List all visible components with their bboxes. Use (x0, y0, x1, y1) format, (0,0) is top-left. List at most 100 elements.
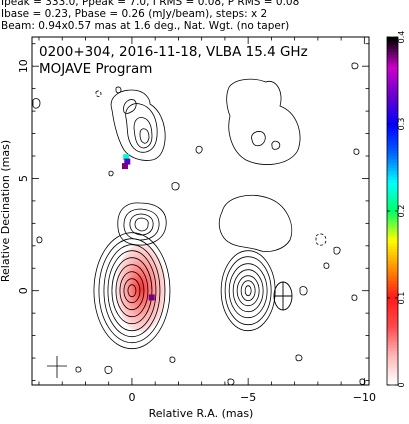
colorbar-band (387, 86, 398, 90)
colorbar-band (387, 80, 398, 84)
colorbar-band (387, 213, 398, 218)
polarization-patch (148, 294, 155, 301)
colorbar-band (387, 353, 398, 357)
plot-frame (31, 36, 370, 386)
colorbar-band (387, 379, 398, 383)
colorbar-band (387, 51, 398, 55)
y-tick-label: 0 (17, 287, 30, 294)
colorbar-band (387, 225, 398, 229)
colorbar-band (387, 300, 398, 305)
colorbar-band (387, 153, 398, 157)
polarization-patches (121, 154, 155, 301)
core-contour-3 (115, 264, 149, 318)
colorbar-band (387, 309, 398, 314)
polarization-patch (123, 154, 130, 161)
colorbar-band (387, 269, 398, 273)
mirror-contour-6 (220, 250, 276, 332)
colorbar-band (387, 373, 398, 377)
colorbar-band (387, 338, 398, 343)
colorbar-band (387, 289, 398, 293)
colorbar-band (387, 382, 398, 386)
colorbar-tick-label: 0.3 (397, 118, 406, 131)
colorbar-band (387, 176, 398, 180)
beam-marker (273, 281, 293, 311)
colorbar-band (387, 292, 398, 296)
header-line-2: Ibase = 0.23, Pbase = 0.26 (mJy/beam), s… (1, 8, 268, 20)
mirror-contours (220, 250, 276, 332)
colorbar-band (387, 42, 398, 47)
core-contour-4 (111, 257, 153, 325)
colorbar-band (387, 335, 398, 340)
colorbar-band (387, 121, 398, 125)
colorbar: 0 0.1 0.2 0.3 0.4 (386, 31, 406, 388)
colorbar-tick-label: 0.1 (397, 292, 406, 305)
colorbar-band (387, 161, 398, 166)
colorbar-band (387, 321, 398, 325)
colorbar-band (387, 97, 398, 102)
colorbar-band (387, 199, 398, 203)
colorbar-band (387, 347, 398, 351)
colorbar-band (387, 138, 398, 142)
mirror-contour-3 (232, 269, 264, 313)
colorbar-band (387, 124, 398, 128)
colorbar-band (387, 39, 398, 44)
colorbar-band (387, 364, 398, 369)
colorbar-band (387, 167, 398, 171)
colorbar-band (387, 158, 398, 163)
colorbar-band (387, 376, 398, 380)
colorbar-band (387, 358, 398, 363)
colorbar-band (387, 48, 398, 53)
axes: 0 −5 −10 0 5 10 (17, 37, 376, 404)
colorbar-band (387, 74, 398, 79)
core-intensity-fill (116, 244, 166, 332)
mirror-outer-contours (195, 78, 301, 252)
colorbar-tick-label: 0.2 (397, 205, 406, 218)
colorbar-band (387, 254, 398, 258)
colorbar-band (387, 245, 398, 250)
colorbar-band (387, 274, 398, 279)
colorbar-band (387, 318, 398, 322)
colorbar-band (387, 341, 398, 345)
inner-knot-contours (117, 202, 167, 246)
colorbar-band (387, 303, 398, 308)
colorbar-band (387, 315, 398, 319)
colorbar-band (387, 95, 398, 99)
colorbar-band (387, 164, 398, 169)
colorbar-band (387, 361, 398, 366)
x-axis-label: Relative R.A. (mas) (149, 407, 254, 420)
colorbar-band (387, 170, 398, 174)
colorbar-band (387, 231, 398, 235)
colorbar-band (387, 350, 398, 354)
colorbar-band (387, 132, 398, 137)
colorbar-band (387, 45, 398, 50)
colorbar-band (387, 266, 398, 270)
colorbar-band (387, 155, 398, 160)
colorbar-band (387, 248, 398, 253)
header-line-1: Ipeak = 333.0, Ppeak = 7.0, I RMS = 0.08… (1, 0, 300, 8)
mirror-contour-1 (240, 280, 256, 302)
colorbar-band (387, 187, 398, 192)
colorbar-band (387, 144, 398, 148)
colorbar-band (387, 234, 398, 238)
colorbar-band (387, 37, 398, 41)
colorbar-band (387, 141, 398, 145)
colorbar-band (387, 286, 398, 290)
x-tick-label: −10 (353, 391, 376, 404)
colorbar-band (387, 240, 398, 244)
colorbar-band (387, 103, 398, 108)
chart-subtitle: MOJAVE Program (39, 61, 152, 77)
colorbar-band (387, 89, 398, 93)
colorbar-band (387, 184, 398, 189)
colorbar-band (387, 332, 398, 337)
colorbar-band (387, 60, 398, 64)
polarization-patch (124, 158, 131, 165)
colorbar-band (387, 329, 398, 334)
colorbar-band (387, 109, 398, 113)
colorbar-band (387, 66, 398, 70)
colorbar-band (387, 63, 398, 67)
colorbar-band (387, 208, 398, 212)
colorbar-band (387, 216, 398, 221)
colorbar-band (387, 367, 398, 372)
core-contour-8 (93, 232, 171, 350)
colorbar-band (387, 257, 398, 261)
